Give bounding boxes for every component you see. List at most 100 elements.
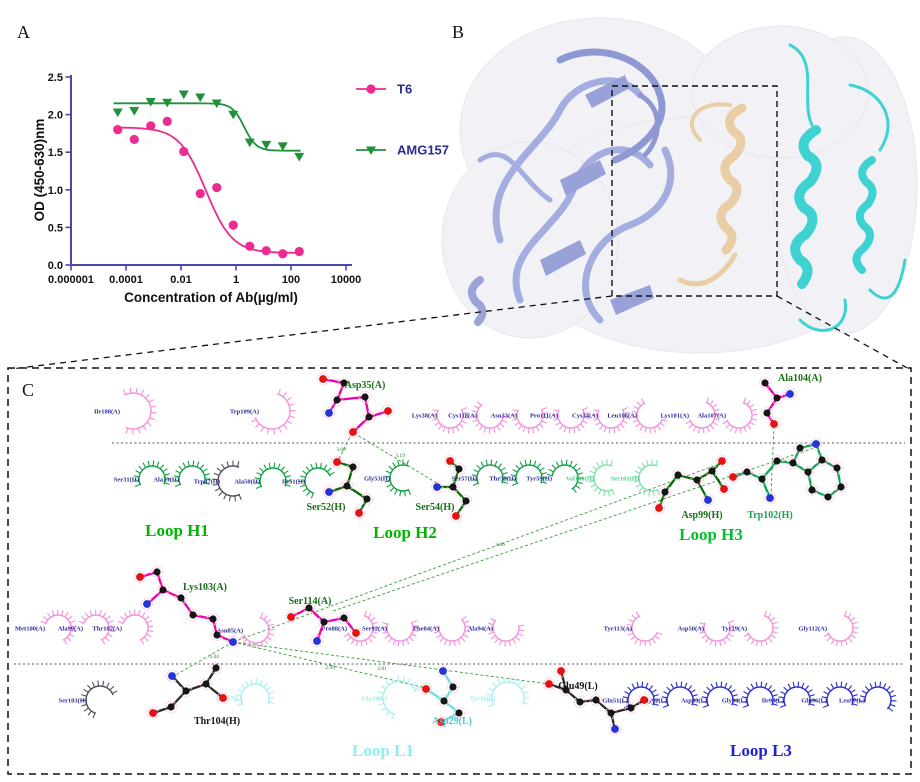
tslp-cyan-helices [788,43,907,332]
hbond-distance-label: 3.44 [209,654,219,660]
loop-label-loop-h2: Loop H2 [373,523,437,542]
contact-arc-tick [51,610,55,616]
contact-arc-tick [70,629,77,633]
contact-arc [706,686,734,707]
residue-arc-label: Ile51(H) [282,479,305,486]
contact-arc-tick [144,615,150,621]
contact-arc-tick [494,460,498,467]
nitrogen-atom [168,672,176,680]
contact-arc-tick [712,403,718,408]
residue-arc-label: Ser31(H) [114,477,139,484]
residue-arc-Val100(H): Val100(H) [566,459,616,497]
contact-arc-tick [382,622,388,625]
contact-arc-tick [821,701,828,703]
contact-arc-tick [105,615,111,621]
contact-arc-tick [66,636,72,642]
contact-arc-tick [268,623,274,627]
contact-arc-tick [488,704,494,708]
residue-Thr104(H): Thr104(H) [146,661,240,727]
contact-arc-tick [579,423,585,429]
contact-arc-tick [772,694,778,697]
contact-arc-tick [122,389,127,395]
contact-arc-tick [888,690,895,694]
nitrogen-atom [766,494,774,502]
contact-arc-tick [346,636,352,642]
residue-arc-label: Ile95(L) [762,698,784,705]
contact-arc [121,614,149,641]
residue-arc-Asp50(A): Asp50(A) [678,619,736,647]
atom-halo [770,454,784,468]
atom-halo [786,456,800,470]
residue-arc-label: Phe84(A) [413,626,439,633]
contact-arc-tick [385,680,390,686]
contact-arc-tick [300,475,306,478]
oxygen-atom [136,573,144,581]
contact-arc-tick [412,629,419,632]
panel-c-border [7,367,912,775]
contact-arc-tick [553,418,559,421]
zoom-connector-line [10,295,613,370]
residue-arc-label: Cys34(A) [572,413,598,420]
contact-arc-tick [541,472,547,475]
residue-arc-label: Ser103(H) [58,698,87,705]
contact-arc-tick [343,633,349,638]
atom-halo [179,684,193,698]
contact-arc-tick [218,491,223,497]
contact-arc-tick [729,629,736,632]
contact-arc-tick [652,638,657,644]
contact-arc-tick [142,462,147,468]
contact-arc-tick [386,483,392,488]
residue-arc-Thr58(H): Thr58(H) [489,459,548,487]
atom-halo [216,691,230,705]
contact-arc-tick [517,680,522,686]
contact-arc-tick [879,681,882,688]
carbon-atom [627,704,635,712]
contact-arc-tick [463,620,470,624]
atom-halo [783,387,797,401]
contact-arc-tick [478,425,483,431]
x-tick-label: 10000 [331,274,362,286]
residue-arc-label: Ala94(A) [468,626,493,633]
contact-arc-tick [743,397,747,404]
contact-arc-tick [732,703,738,706]
contact-arc-tick [645,682,649,689]
contact-arc-tick [852,694,858,697]
hydrogen-bond [232,641,427,689]
x-tick-label: 0.0001 [109,274,143,286]
data-point-T6 [179,146,189,157]
contact-arc-tick [117,620,124,624]
contact-arc-tick [727,685,733,691]
data-point-AMG157 [294,152,305,162]
carbon-atom [213,631,221,639]
contact-arc-tick [145,393,150,399]
contact-arc-tick [250,678,253,685]
carbon-atom [462,497,470,505]
contact-arc-tick [148,399,154,403]
contact-arc-tick [685,420,691,425]
contact-arc-tick [653,703,659,706]
residue-arc-Asp93(L): Asp93(L) [681,681,739,709]
contact-arc [636,402,664,429]
nitrogen-atom [611,725,619,733]
data-point-T6 [113,125,123,135]
contact-arc-tick [634,470,641,474]
contact-arc-tick [729,625,736,627]
contact-arc-tick [123,612,128,618]
contact-arc-tick [277,388,281,395]
oxygen-atom [452,512,460,520]
contact-arc-tick [407,677,412,684]
contact-arc-tick [653,694,659,697]
legend-label-AMG157: AMG157 [397,143,449,158]
legend-marker-T6 [366,84,376,94]
x-tick-label: 0.000001 [48,274,94,286]
carbon-atom [167,703,175,711]
contact-arc-tick [496,425,501,431]
carbon-atom [305,604,313,612]
contact-arc-tick [517,632,523,637]
residue-arc-Pro111(A): Pro111(A) [530,406,590,434]
contact-arc-tick [432,418,438,421]
contact-arc-tick [256,642,259,649]
hydrogen-bond [232,641,550,685]
contact-arc-tick [656,489,661,496]
contact-arc-tick [310,492,314,499]
